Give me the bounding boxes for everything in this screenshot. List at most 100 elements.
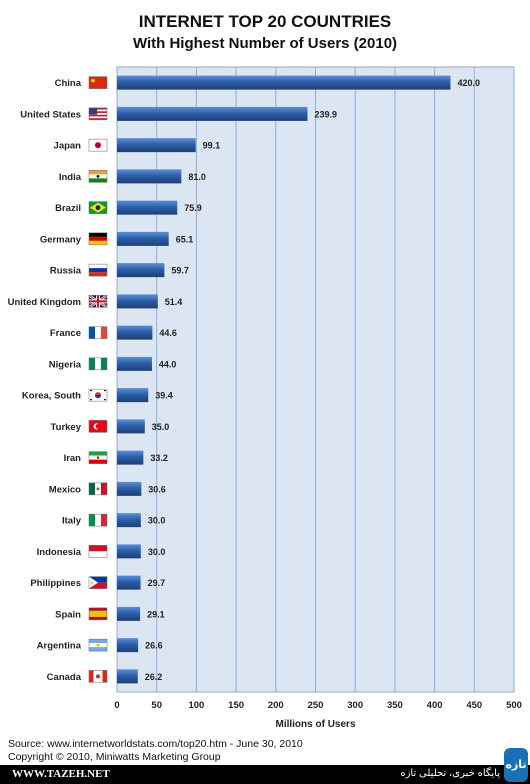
- site-tagline: پایگاه خبری، تحلیلی تازه: [400, 768, 500, 779]
- chart-subtitle: With Highest Number of Users (2010): [132, 35, 398, 52]
- x-tick-label: 350: [387, 700, 403, 711]
- category-label: Germany: [40, 234, 82, 245]
- value-label: 44.6: [159, 328, 177, 338]
- category-label: Philippines: [30, 578, 81, 589]
- category-label: India: [59, 172, 82, 183]
- category-label: Spain: [55, 609, 81, 620]
- category-label: Italy: [62, 516, 82, 527]
- category-label: Russia: [50, 266, 82, 277]
- x-tick-label: 200: [268, 700, 284, 711]
- value-label: 239.9: [314, 109, 337, 119]
- x-tick-label: 0: [114, 700, 119, 711]
- bar: [117, 513, 141, 528]
- value-label: 44.0: [159, 359, 177, 369]
- mexico-flag-icon: [88, 482, 108, 496]
- value-label: 51.4: [165, 297, 183, 307]
- value-label: 26.2: [145, 672, 163, 682]
- value-label: 420.0: [457, 78, 480, 88]
- japan-flag-icon: [88, 138, 108, 152]
- category-label: Mexico: [49, 484, 81, 495]
- value-label: 59.7: [171, 266, 189, 276]
- russia-flag-icon: [88, 263, 108, 277]
- united-states-flag-icon: [88, 107, 108, 121]
- value-label: 35.0: [152, 422, 170, 432]
- china-flag-icon: [88, 76, 108, 89]
- category-label: Turkey: [51, 422, 82, 433]
- india-flag-icon: [88, 170, 108, 183]
- nigeria-flag-icon: [88, 357, 108, 371]
- value-label: 81.0: [188, 172, 206, 182]
- value-label: 75.9: [184, 203, 202, 213]
- bar: [117, 294, 158, 309]
- category-label: Brazil: [55, 203, 81, 214]
- chart-title: INTERNET TOP 20 COUNTRIES: [138, 12, 392, 31]
- site-logo: تازه: [504, 748, 528, 782]
- bar: [117, 263, 165, 278]
- bar: [117, 138, 196, 153]
- germany-flag-icon: [88, 232, 108, 246]
- bar-chart: 0 50 100 150 200 250 300 350 400 450 500 Millions o…: [8, 66, 522, 730]
- indonesia-flag-icon: [88, 545, 108, 558]
- x-tick-label: 250: [308, 700, 324, 711]
- value-label: 33.2: [150, 453, 168, 463]
- category-label: Canada: [47, 672, 82, 683]
- category-label: Indonesia: [37, 547, 82, 558]
- x-tick-label: 400: [427, 700, 443, 711]
- value-label: 26.6: [145, 641, 163, 651]
- x-tick-label: 100: [188, 700, 204, 711]
- value-label: 39.4: [155, 391, 173, 401]
- copyright-note: Copyright © 2010, Miniwatts Marketing Gr…: [8, 751, 221, 763]
- category-label: Nigeria: [49, 359, 82, 370]
- x-tick-label: 300: [347, 700, 363, 711]
- bar: [117, 606, 141, 621]
- bar: [117, 638, 139, 653]
- philippines-flag-icon: [88, 576, 108, 589]
- x-tick-label: 450: [466, 700, 482, 711]
- bar: [117, 356, 152, 371]
- value-label: 99.1: [203, 141, 221, 151]
- category-label: United Kingdom: [8, 297, 81, 308]
- x-tick-label: 50: [151, 700, 162, 711]
- united-kingdom-flag-icon: [88, 294, 108, 309]
- bar: [117, 75, 451, 90]
- category-label: Korea, South: [22, 391, 81, 402]
- source-note: Source: www.internetworldstats.com/top20…: [8, 738, 303, 750]
- site-url: WWW.TAZEH.NET: [12, 768, 110, 780]
- category-label: Argentina: [37, 641, 82, 652]
- value-label: 29.7: [148, 578, 166, 588]
- value-label: 30.6: [148, 484, 166, 494]
- bar: [117, 231, 169, 246]
- canada-flag-icon: [88, 670, 108, 683]
- bar: [117, 106, 308, 121]
- value-label: 30.0: [148, 547, 166, 557]
- category-label: Iran: [64, 453, 82, 464]
- x-tick-label: 150: [228, 700, 244, 711]
- value-label: 29.1: [147, 609, 165, 619]
- category-label: United States: [20, 109, 81, 120]
- turkey-flag-icon: [88, 420, 108, 433]
- bar: [117, 450, 144, 465]
- bar: [117, 669, 138, 684]
- value-label: 30.0: [148, 516, 166, 526]
- bar: [117, 325, 153, 340]
- x-tick-label: 500: [506, 700, 522, 711]
- bar: [117, 575, 141, 590]
- argentina-flag-icon: [88, 638, 108, 652]
- bar: [117, 544, 141, 559]
- value-label: 65.1: [176, 234, 194, 244]
- france-flag-icon: [88, 326, 108, 339]
- bar: [117, 419, 145, 434]
- korea-south-flag-icon: [88, 388, 108, 402]
- bar: [117, 200, 178, 215]
- category-label: France: [50, 328, 81, 339]
- bar: [117, 481, 142, 496]
- category-label: China: [55, 78, 82, 89]
- italy-flag-icon: [88, 513, 108, 527]
- bar: [117, 388, 149, 403]
- spain-flag-icon: [88, 607, 108, 621]
- category-label: Japan: [54, 141, 82, 152]
- brazil-flag-icon: [88, 201, 108, 214]
- iran-flag-icon: [88, 451, 108, 464]
- footer-bar: WWW.TAZEH.NET پایگاه خبری، تحلیلی تازه: [0, 765, 530, 784]
